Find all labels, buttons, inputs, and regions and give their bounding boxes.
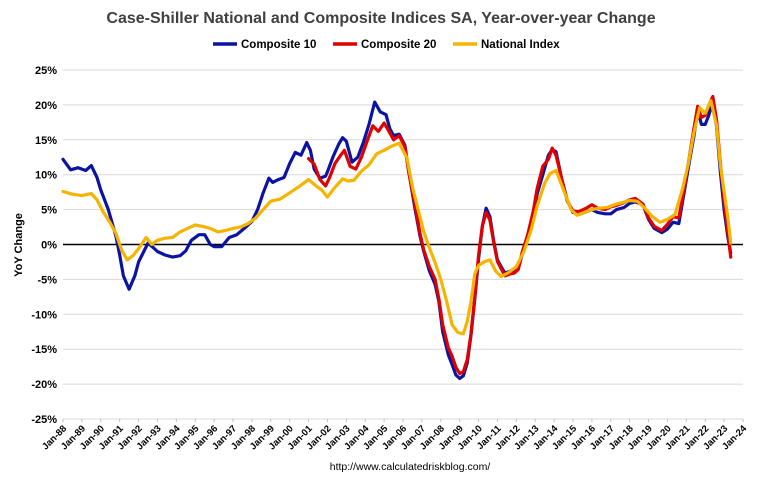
y-tick-label: 0%	[41, 240, 57, 252]
x-axis-ticks: Jan-88Jan-89Jan-90Jan-91Jan-92Jan-93Jan-…	[40, 419, 750, 452]
y-axis-ticks: -25% -20% -15% -10% -5% 0% 5% 10% 15% 20% 25%	[31, 65, 57, 426]
chart-legend: Composite 10 Composite 20 National Index	[213, 39, 560, 51]
y-tick-label: -10%	[31, 309, 57, 321]
y-axis-label: YoY Change	[13, 213, 25, 277]
series-line-composite-20	[307, 94, 733, 376]
legend-label: Composite 10	[241, 39, 316, 51]
y-tick-label: 10%	[35, 170, 57, 182]
y-tick-label: -15%	[31, 344, 57, 356]
chart-title: Case-Shiller National and Composite Indi…	[106, 10, 655, 27]
series-lines	[61, 94, 733, 381]
series-line-national-index	[61, 99, 733, 336]
y-tick-label: -5%	[37, 274, 57, 286]
y-tick-label: 15%	[35, 135, 57, 147]
y-tick-label: -20%	[31, 379, 57, 391]
grid-lines	[63, 69, 743, 420]
y-tick-label: 25%	[35, 65, 57, 77]
y-tick-label: 5%	[41, 205, 57, 217]
y-tick-label: 20%	[35, 100, 57, 112]
legend-label: National Index	[481, 39, 560, 51]
legend-label: Composite 20	[361, 39, 436, 51]
source-url: http://www.calculatedriskblog.com/	[330, 461, 491, 473]
y-tick-label: -25%	[31, 414, 57, 426]
